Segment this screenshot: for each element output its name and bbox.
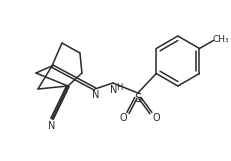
- Text: N: N: [48, 121, 56, 131]
- Text: CH₃: CH₃: [212, 35, 229, 44]
- Text: H: H: [116, 82, 122, 91]
- Text: S: S: [134, 91, 142, 104]
- Text: N: N: [92, 90, 100, 100]
- Text: N: N: [110, 85, 118, 95]
- Text: O: O: [152, 113, 160, 123]
- Text: O: O: [119, 113, 127, 123]
